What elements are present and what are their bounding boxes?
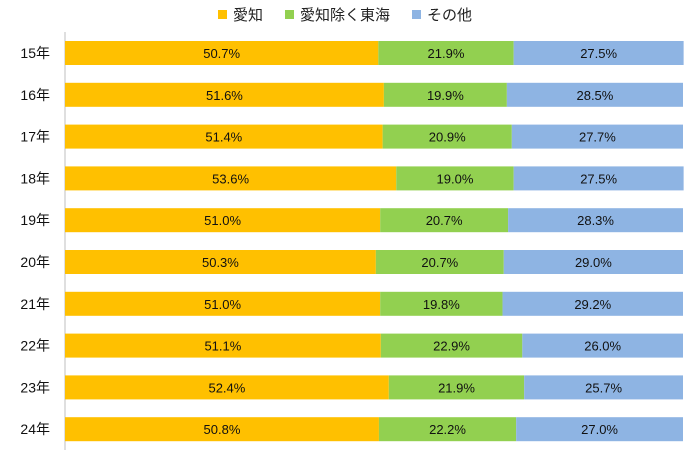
bar-segment-tokai: [396, 166, 514, 191]
category-label: 22年: [20, 338, 50, 354]
data-label-aichi: 51.0%: [204, 297, 241, 312]
data-label-tokai: 20.7%: [426, 213, 463, 228]
data-label-tokai: 21.9%: [438, 380, 475, 395]
legend-swatch-other: [412, 10, 421, 19]
data-label-other: 28.3%: [577, 213, 614, 228]
bar-segment-tokai: [383, 82, 507, 107]
data-label-tokai: 22.9%: [433, 339, 470, 354]
category-label: 23年: [20, 379, 50, 395]
legend-label-other: その他: [427, 7, 473, 24]
bar-segment-tokai: [388, 375, 525, 400]
legend-label-aichi: 愛知: [232, 7, 263, 24]
bar-segment-aichi: [65, 291, 381, 316]
legend-swatch-aichi: [217, 10, 227, 19]
bar-segment-aichi: [65, 82, 384, 107]
data-label-aichi: 50.8%: [204, 422, 241, 437]
category-label: 19年: [20, 212, 50, 228]
data-label-tokai: 21.9%: [428, 46, 465, 61]
data-label-aichi: 51.6%: [206, 88, 243, 103]
data-label-other: 27.0%: [581, 422, 618, 437]
category-label: 20年: [20, 254, 50, 270]
bar-segment-aichi: [65, 41, 379, 65]
data-label-other: 28.5%: [576, 88, 613, 103]
data-label-aichi: 51.4%: [205, 130, 242, 145]
bar-segment-other: [524, 375, 683, 400]
data-label-other: 29.2%: [574, 297, 611, 312]
data-label-tokai: 19.8%: [423, 297, 460, 312]
data-label-other: 26.0%: [584, 339, 621, 354]
bar-segment-tokai: [382, 124, 512, 149]
data-label-aichi: 51.0%: [204, 213, 241, 228]
data-label-other: 27.7%: [579, 130, 616, 145]
bar-segment-other: [516, 417, 683, 442]
bar-segment-other: [502, 291, 683, 316]
bar-segment-other: [503, 250, 683, 274]
bar-segment-other: [522, 333, 683, 358]
bar-segment-other: [508, 208, 683, 233]
legend-label-tokai: 愛知除く東海: [299, 7, 390, 24]
data-label-tokai: 22.2%: [429, 422, 466, 437]
bar-segment-aichi: [65, 417, 379, 442]
bar-segment-tokai: [380, 333, 523, 358]
bar-segment-aichi: [65, 333, 381, 358]
bar-segment-tokai: [378, 41, 514, 65]
data-label-aichi: 51.1%: [204, 339, 241, 354]
bar-segment-other: [513, 166, 684, 191]
bar-segment-aichi: [65, 124, 383, 149]
data-label-aichi: 50.3%: [202, 255, 239, 270]
data-label-tokai: 19.0%: [437, 171, 474, 186]
data-label-aichi: 52.4%: [208, 380, 245, 395]
legend-item-other: その他: [412, 4, 472, 25]
data-label-tokai: 19.9%: [427, 88, 464, 103]
data-label-other: 27.5%: [580, 46, 617, 61]
bar-segment-other: [506, 82, 683, 107]
data-label-tokai: 20.7%: [421, 255, 458, 270]
legend-item-aichi: 愛知: [217, 4, 263, 25]
bar-segment-other: [513, 41, 684, 65]
bar-segment-tokai: [380, 291, 503, 316]
data-label-tokai: 20.9%: [429, 130, 466, 145]
legend-swatch-tokai: [284, 10, 294, 19]
bar-segment-aichi: [65, 166, 397, 191]
category-label: 18年: [20, 170, 50, 186]
data-label-aichi: 53.6%: [212, 171, 249, 186]
bar-segment-aichi: [65, 375, 389, 400]
category-label: 21年: [20, 296, 50, 312]
bar-segment-aichi: [65, 208, 381, 233]
legend: 愛知 愛知除く東海 その他: [0, 4, 690, 25]
data-label-other: 29.0%: [575, 255, 612, 270]
bar-segment-other: [511, 124, 683, 149]
bar-segment-aichi: [65, 250, 376, 274]
category-label: 17年: [20, 129, 50, 145]
bar-segment-tokai: [380, 208, 509, 233]
category-label: 15年: [20, 45, 50, 61]
data-label-aichi: 50.7%: [203, 46, 240, 61]
category-label: 16年: [20, 87, 50, 103]
data-label-other: 25.7%: [585, 380, 622, 395]
data-label-other: 27.5%: [580, 171, 617, 186]
bar-segment-tokai: [375, 250, 504, 274]
bar-segment-tokai: [378, 417, 517, 442]
category-label: 24年: [20, 421, 50, 437]
legend-item-tokai: 愛知除く東海: [284, 4, 390, 25]
